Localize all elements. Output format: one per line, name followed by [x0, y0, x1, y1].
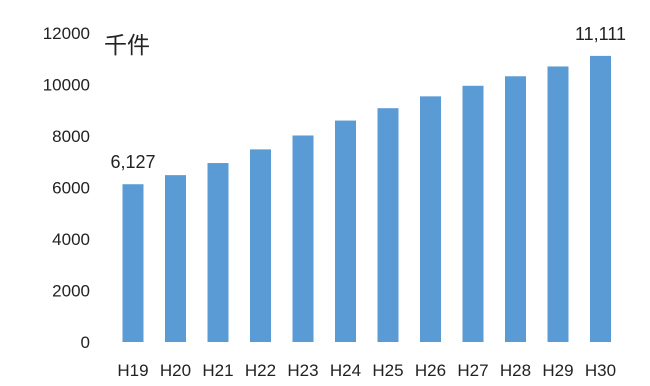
x-tick-label: H30: [585, 361, 616, 380]
data-label: 11,111: [575, 24, 626, 44]
bar: [207, 163, 229, 342]
bar: [165, 175, 186, 342]
bar: [462, 85, 484, 342]
bar: [590, 55, 611, 342]
y-axis: 0 2000 4000 6000 8000 10000 12000: [43, 24, 90, 352]
x-tick-label: H23: [287, 361, 318, 380]
unit-label: 千件: [104, 33, 150, 59]
bar: [377, 108, 399, 342]
bar: [420, 96, 441, 342]
x-tick-label: H20: [160, 361, 191, 380]
y-tick-label: 0: [81, 333, 90, 352]
y-tick-label: 12000: [43, 24, 90, 43]
x-tick-label: H29: [542, 361, 573, 380]
bar: [547, 66, 569, 342]
x-tick-label: H27: [457, 361, 488, 380]
bar: [292, 135, 314, 342]
y-tick-label: 2000: [52, 282, 90, 301]
bar-series: [122, 55, 611, 342]
data-labels: 6,127 11,111: [110, 24, 626, 172]
bar: [335, 120, 356, 342]
y-tick-label: 4000: [52, 230, 90, 249]
data-label: 6,127: [110, 152, 155, 172]
bar: [122, 184, 144, 342]
x-tick-label: H28: [500, 361, 531, 380]
bar: [505, 76, 526, 342]
x-axis: H19 H20 H21 H22 H23 H24 H25 H26 H27 H28 H29 H30: [117, 361, 616, 380]
x-tick-label: H24: [330, 361, 361, 380]
y-tick-label: 6000: [52, 179, 90, 198]
bar: [250, 149, 271, 342]
x-tick-label: H26: [415, 361, 446, 380]
x-tick-label: H25: [372, 361, 403, 380]
x-tick-label: H22: [245, 361, 276, 380]
x-tick-label: H21: [202, 361, 233, 380]
x-tick-label: H19: [117, 361, 148, 380]
y-tick-label: 10000: [43, 76, 90, 95]
y-tick-label: 8000: [52, 127, 90, 146]
